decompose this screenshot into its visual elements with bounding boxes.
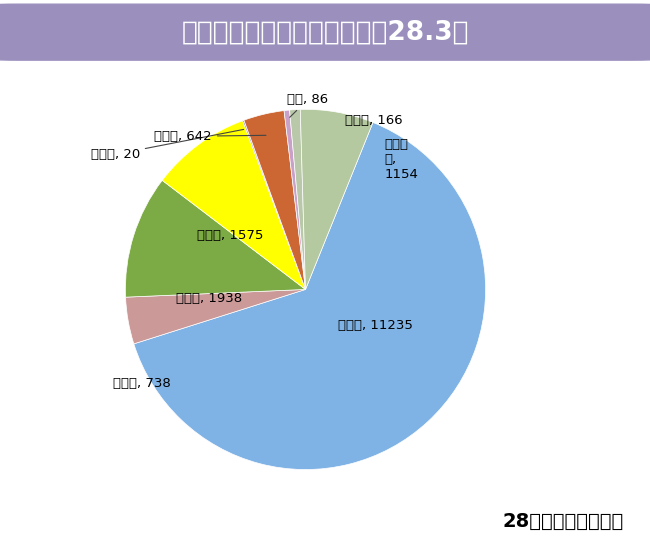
Wedge shape bbox=[244, 110, 306, 289]
Wedge shape bbox=[290, 109, 305, 289]
Wedge shape bbox=[242, 120, 306, 289]
Text: 28学校基本調査より: 28学校基本調査より bbox=[502, 512, 624, 531]
Text: 福祉, 86: 福祉, 86 bbox=[287, 93, 329, 117]
Wedge shape bbox=[284, 110, 306, 289]
Text: 農業科, 738: 農業科, 738 bbox=[112, 377, 170, 390]
FancyBboxPatch shape bbox=[0, 4, 650, 60]
Text: 工業科, 1938: 工業科, 1938 bbox=[176, 292, 242, 305]
Wedge shape bbox=[125, 180, 306, 297]
Wedge shape bbox=[162, 121, 306, 289]
Text: 家庭科, 642: 家庭科, 642 bbox=[154, 130, 266, 143]
Wedge shape bbox=[125, 289, 306, 344]
Wedge shape bbox=[134, 122, 486, 470]
Text: 栃木県高校生課程別人数平成28.3卒: 栃木県高校生課程別人数平成28.3卒 bbox=[181, 19, 469, 45]
Text: 商業科, 1575: 商業科, 1575 bbox=[198, 229, 264, 242]
Text: 普通科, 11235: 普通科, 11235 bbox=[338, 319, 413, 332]
Wedge shape bbox=[300, 109, 373, 289]
Text: その他, 166: その他, 166 bbox=[345, 114, 403, 126]
Text: 総合学
科,
1154: 総合学 科, 1154 bbox=[385, 138, 419, 181]
Text: 水産科, 20: 水産科, 20 bbox=[90, 129, 244, 161]
